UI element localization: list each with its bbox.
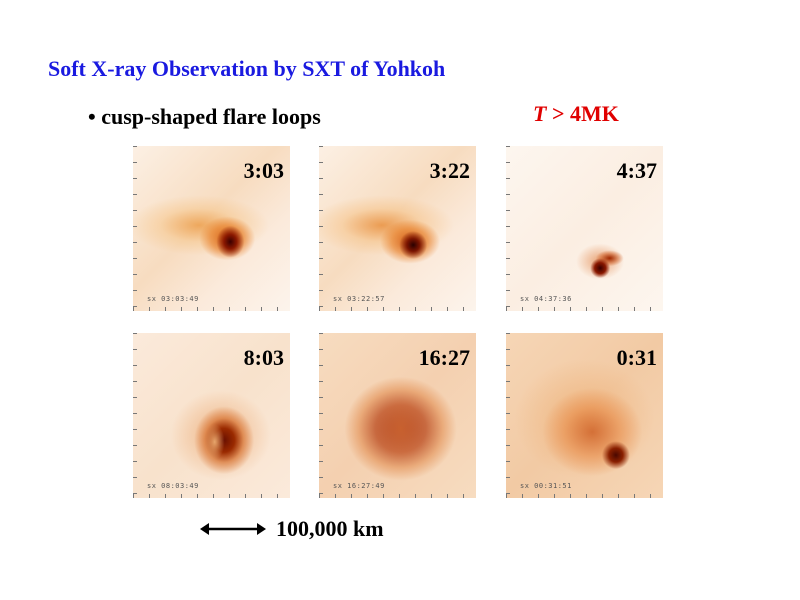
flare-emission-image xyxy=(133,146,290,311)
xray-image-panel-2: 3:22 sx 03:22:57 xyxy=(319,146,476,311)
panel-footer-stamp: sx 04:37:36 xyxy=(520,295,572,303)
temperature-variable: T xyxy=(533,101,547,126)
panel-time-label: 3:03 xyxy=(243,158,284,183)
scale-bar-label: 100,000 km xyxy=(276,516,384,541)
panel-axis-ticks xyxy=(506,333,510,498)
panel-footer-stamp: sx 08:03:49 xyxy=(147,482,199,490)
flare-emission-image xyxy=(319,146,476,311)
panel-footer-stamp: sx 16:27:49 xyxy=(333,482,385,490)
flare-emission-image xyxy=(506,333,663,498)
panel-axis-ticks xyxy=(319,494,476,498)
panel-time-label: 4:37 xyxy=(616,158,657,183)
double-arrow-icon xyxy=(200,523,266,535)
xray-image-panel-6: 0:31 sx 00:31:51 xyxy=(506,333,663,498)
bullet-cusp-loops: • cusp-shaped flare loops xyxy=(88,104,321,129)
xray-image-panel-5: 16:27 sx 16:27:49 xyxy=(319,333,476,498)
panel-axis-ticks xyxy=(319,333,323,498)
panel-time-label: 0:31 xyxy=(616,345,657,370)
panel-axis-ticks xyxy=(506,307,663,311)
panel-time-label: 3:22 xyxy=(429,158,470,183)
temperature-label: T > 4MK xyxy=(533,101,619,127)
panel-time-label: 8:03 xyxy=(243,345,284,370)
panel-axis-ticks xyxy=(133,146,137,311)
temperature-threshold: > 4MK xyxy=(546,101,619,126)
panel-axis-ticks xyxy=(133,307,290,311)
panel-axis-ticks xyxy=(133,494,290,498)
xray-image-panel-4: 8:03 sx 08:03:49 xyxy=(133,333,290,498)
panel-axis-ticks xyxy=(319,146,323,311)
slide-title: Soft X-ray Observation by SXT of Yohkoh xyxy=(48,56,446,81)
xray-image-panel-3: 4:37 sx 04:37:36 xyxy=(506,146,663,311)
panel-axis-ticks xyxy=(319,307,476,311)
panel-footer-stamp: sx 03:03:49 xyxy=(147,295,199,303)
panel-time-label: 16:27 xyxy=(418,345,470,370)
panel-footer-stamp: sx 03:22:57 xyxy=(333,295,385,303)
flare-emission-image xyxy=(133,333,290,498)
flare-emission-image xyxy=(506,146,663,311)
xray-image-panel-1: 3:03 sx 03:03:49 xyxy=(133,146,290,311)
panel-footer-stamp: sx 00:31:51 xyxy=(520,482,572,490)
panel-axis-ticks xyxy=(133,333,137,498)
panel-axis-ticks xyxy=(506,494,663,498)
flare-emission-image xyxy=(319,333,476,498)
panel-axis-ticks xyxy=(506,146,510,311)
